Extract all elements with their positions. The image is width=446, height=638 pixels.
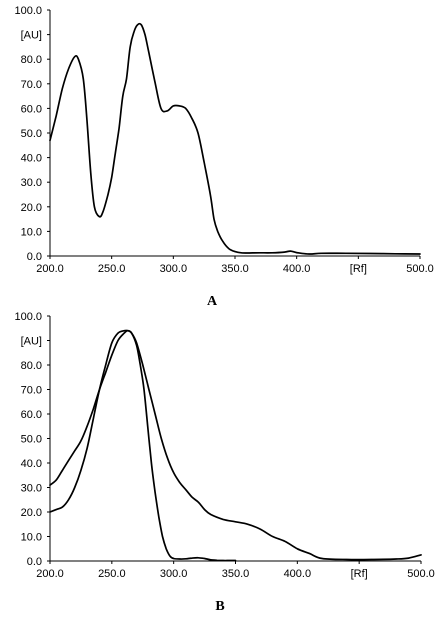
- panel-b-chart: 0.0 10.0 20.0 30.0 40.0 50.0 60.0 70.0 80.0 [AU] 1…: [14, 311, 434, 614]
- panel-b-x-tick-label: 350.0: [222, 568, 250, 580]
- panel-a-x-tick-label: 300.0: [160, 263, 188, 275]
- panel-b-plot-area: 0.0 10.0 20.0 30.0 40.0 50.0 60.0 70.0 80.0 [AU] 1…: [14, 311, 434, 580]
- panel-a-y-tick-label: 10.0: [21, 226, 42, 238]
- panel-b-series-1-line: [49, 329, 422, 561]
- panel-b-y-tick-label: 80.0: [21, 360, 42, 372]
- panel-b-label: B: [215, 599, 224, 614]
- panel-a-x-tick-label: 500.0: [406, 263, 434, 275]
- panel-a-x-tick-label: 350.0: [221, 263, 249, 275]
- panel-a-y-tick-label: 20.0: [21, 202, 42, 214]
- panel-b-y-tick-label: 10.0: [21, 532, 42, 544]
- panel-b-x-tick-label: 500.0: [407, 568, 435, 580]
- panel-a-y-tick-label: 50.0: [21, 128, 42, 140]
- panel-a-plot-area: 0.0 10.0 20.0 30.0 40.0 50.0 60.0 70.0 80.0 [AU] 1…: [14, 5, 433, 275]
- panel-b-x-unit-label: [Rf]: [351, 568, 368, 580]
- panel-a-x-tick-label: 250.0: [98, 263, 126, 275]
- panel-a-y-tick-label: 70.0: [21, 79, 42, 91]
- panel-b-y-unit-label: [AU]: [21, 336, 42, 348]
- panel-b-x-tick-label: 300.0: [160, 568, 188, 580]
- panel-a-y-tick-label: 0.0: [27, 251, 42, 263]
- panel-a-y-tick-label: 40.0: [21, 153, 42, 165]
- panel-a-y-tick-label: 30.0: [21, 177, 42, 189]
- panel-b-y-tick-label: 20.0: [21, 507, 42, 519]
- panel-b-y-tick-label: 50.0: [21, 434, 42, 446]
- panel-b-y-tick-label: 60.0: [21, 409, 42, 421]
- panel-a-y-tick-label: 60.0: [21, 103, 42, 115]
- panel-a-y-unit-label: [AU]: [21, 30, 42, 42]
- panel-a-chart: 0.0 10.0 20.0 30.0 40.0 50.0 60.0 70.0 80.0 [AU] 1…: [14, 5, 433, 309]
- panel-a-x-tick-label: 200.0: [36, 263, 64, 275]
- panel-b-y-tick-label: 70.0: [21, 385, 42, 397]
- panel-b-y-tick-label: 0.0: [27, 556, 42, 568]
- panel-a-series-1-line: [49, 22, 421, 255]
- panel-a-y-tick-label: 100.0: [14, 5, 42, 17]
- panel-b-y-tick-label: 100.0: [14, 311, 42, 323]
- panel-a-x-unit-label: [Rf]: [350, 263, 367, 275]
- panel-b-y-tick-label: 30.0: [21, 483, 42, 495]
- panel-a-label: A: [207, 294, 218, 309]
- panel-b-x-tick-label: 400.0: [284, 568, 312, 580]
- panel-b-x-tick-label: 250.0: [98, 568, 126, 580]
- panel-b-x-tick-label: 200.0: [36, 568, 64, 580]
- panel-a-x-tick-label: 400.0: [283, 263, 311, 275]
- panel-b-series-2-line: [49, 329, 237, 562]
- panel-b-y-tick-label: 40.0: [21, 458, 42, 470]
- panel-a-y-tick-label: 80.0: [21, 54, 42, 66]
